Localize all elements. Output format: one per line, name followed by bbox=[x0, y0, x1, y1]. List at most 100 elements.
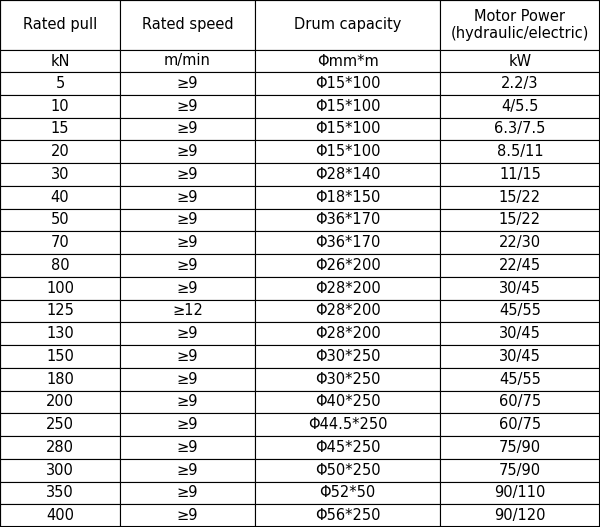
Bar bbox=[255, 231, 440, 254]
Text: 60/75: 60/75 bbox=[499, 394, 541, 409]
Text: 70: 70 bbox=[50, 235, 70, 250]
Bar bbox=[440, 163, 600, 186]
Bar bbox=[440, 482, 600, 504]
Text: Φ28*200: Φ28*200 bbox=[314, 304, 380, 318]
Bar bbox=[440, 254, 600, 277]
Text: ≥9: ≥9 bbox=[177, 167, 198, 182]
Bar bbox=[440, 413, 600, 436]
Text: Φ15*100: Φ15*100 bbox=[315, 99, 380, 114]
Text: ≥9: ≥9 bbox=[177, 258, 198, 273]
Bar bbox=[440, 345, 600, 368]
Text: 75/90: 75/90 bbox=[499, 463, 541, 477]
Bar bbox=[0, 482, 120, 504]
Text: 6.3/7.5: 6.3/7.5 bbox=[494, 121, 545, 136]
Text: ≥9: ≥9 bbox=[177, 349, 198, 364]
Text: 125: 125 bbox=[46, 304, 74, 318]
Text: ≥9: ≥9 bbox=[177, 121, 198, 136]
Bar bbox=[255, 209, 440, 231]
Text: 30/45: 30/45 bbox=[499, 280, 541, 296]
Text: 22/30: 22/30 bbox=[499, 235, 541, 250]
Text: 10: 10 bbox=[50, 99, 70, 114]
Text: ≥9: ≥9 bbox=[177, 212, 198, 227]
Bar bbox=[120, 458, 255, 482]
Bar bbox=[440, 458, 600, 482]
Bar bbox=[440, 277, 600, 299]
Text: 75/90: 75/90 bbox=[499, 440, 541, 455]
Bar bbox=[440, 322, 600, 345]
Text: kW: kW bbox=[508, 54, 532, 69]
Text: ≥9: ≥9 bbox=[177, 76, 198, 91]
Bar bbox=[120, 299, 255, 322]
Text: Φ52*50: Φ52*50 bbox=[319, 485, 376, 500]
Bar bbox=[120, 322, 255, 345]
Bar bbox=[120, 413, 255, 436]
Bar bbox=[120, 391, 255, 413]
Text: ≥9: ≥9 bbox=[177, 417, 198, 432]
Text: Φ28*200: Φ28*200 bbox=[314, 280, 380, 296]
Bar bbox=[255, 140, 440, 163]
Bar bbox=[0, 186, 120, 209]
Text: 15/22: 15/22 bbox=[499, 212, 541, 227]
Text: 300: 300 bbox=[46, 463, 74, 477]
Bar bbox=[255, 436, 440, 458]
Text: 8.5/11: 8.5/11 bbox=[497, 144, 544, 159]
Bar bbox=[0, 436, 120, 458]
Bar bbox=[120, 72, 255, 95]
Bar bbox=[0, 368, 120, 391]
Text: ≥9: ≥9 bbox=[177, 235, 198, 250]
Text: ≥9: ≥9 bbox=[177, 372, 198, 387]
Bar bbox=[0, 322, 120, 345]
Bar bbox=[120, 0, 255, 50]
Text: m/min: m/min bbox=[164, 54, 211, 69]
Bar bbox=[255, 482, 440, 504]
Text: 5: 5 bbox=[55, 76, 65, 91]
Bar bbox=[255, 413, 440, 436]
Text: 280: 280 bbox=[46, 440, 74, 455]
Text: ≥12: ≥12 bbox=[172, 304, 203, 318]
Bar bbox=[0, 254, 120, 277]
Bar bbox=[0, 413, 120, 436]
Text: Motor Power
(hydraulic/electric): Motor Power (hydraulic/electric) bbox=[451, 9, 589, 41]
Bar bbox=[120, 163, 255, 186]
Text: Φ56*250: Φ56*250 bbox=[315, 508, 380, 523]
Bar bbox=[255, 0, 440, 50]
Text: 50: 50 bbox=[50, 212, 70, 227]
Text: ≥9: ≥9 bbox=[177, 485, 198, 500]
Text: 30: 30 bbox=[51, 167, 69, 182]
Bar bbox=[255, 322, 440, 345]
Text: Φ15*100: Φ15*100 bbox=[315, 121, 380, 136]
Bar bbox=[120, 345, 255, 368]
Text: ≥9: ≥9 bbox=[177, 508, 198, 523]
Bar bbox=[0, 72, 120, 95]
Bar bbox=[440, 118, 600, 140]
Bar bbox=[120, 95, 255, 118]
Text: Φmm*m: Φmm*m bbox=[317, 54, 379, 69]
Bar bbox=[255, 277, 440, 299]
Text: Φ36*170: Φ36*170 bbox=[315, 235, 380, 250]
Bar bbox=[0, 458, 120, 482]
Bar bbox=[440, 186, 600, 209]
Text: ≥9: ≥9 bbox=[177, 280, 198, 296]
Bar bbox=[440, 209, 600, 231]
Text: Φ15*100: Φ15*100 bbox=[315, 144, 380, 159]
Text: 90/110: 90/110 bbox=[494, 485, 545, 500]
Text: ≥9: ≥9 bbox=[177, 99, 198, 114]
Bar bbox=[120, 436, 255, 458]
Bar bbox=[0, 504, 120, 527]
Text: 15/22: 15/22 bbox=[499, 190, 541, 204]
Text: 60/75: 60/75 bbox=[499, 417, 541, 432]
Bar bbox=[255, 299, 440, 322]
Text: 15: 15 bbox=[51, 121, 69, 136]
Bar bbox=[255, 345, 440, 368]
Text: 30/45: 30/45 bbox=[499, 326, 541, 341]
Text: 11/15: 11/15 bbox=[499, 167, 541, 182]
Text: Φ44.5*250: Φ44.5*250 bbox=[308, 417, 387, 432]
Text: 150: 150 bbox=[46, 349, 74, 364]
Text: Φ36*170: Φ36*170 bbox=[315, 212, 380, 227]
Bar bbox=[440, 72, 600, 95]
Bar bbox=[120, 186, 255, 209]
Bar bbox=[440, 504, 600, 527]
Text: 100: 100 bbox=[46, 280, 74, 296]
Bar bbox=[255, 50, 440, 72]
Bar bbox=[120, 368, 255, 391]
